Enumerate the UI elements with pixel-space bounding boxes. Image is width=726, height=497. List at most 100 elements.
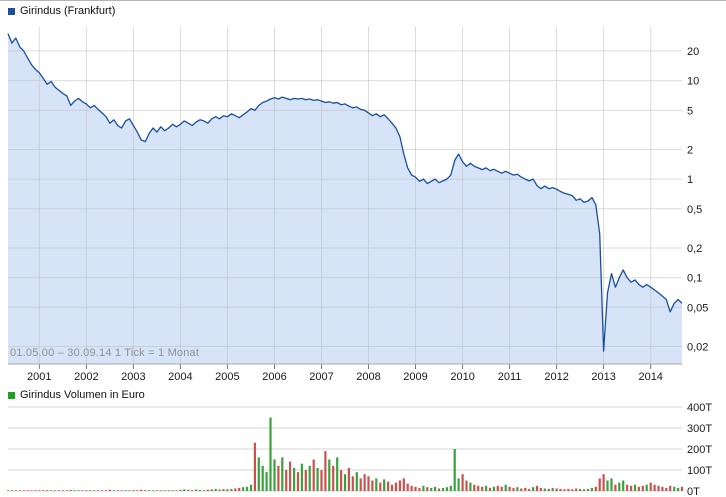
volume-bar bbox=[426, 487, 429, 491]
volume-bar bbox=[594, 486, 597, 491]
volume-bar bbox=[512, 487, 515, 491]
volume-bar bbox=[567, 488, 570, 491]
price-line-group bbox=[7, 33, 683, 352]
x-axis-year-label: 2011 bbox=[498, 371, 522, 383]
volume-bar bbox=[351, 476, 354, 491]
volume-bar bbox=[477, 485, 480, 492]
volume-bar bbox=[445, 487, 448, 491]
volume-bar bbox=[167, 490, 170, 491]
volume-bar bbox=[669, 485, 672, 492]
volume-bar bbox=[457, 478, 460, 491]
volume-bar bbox=[598, 478, 601, 491]
volume-bar bbox=[187, 489, 190, 491]
volume-bar bbox=[18, 490, 21, 491]
volume-bar bbox=[390, 484, 394, 491]
volume-bar bbox=[238, 487, 241, 491]
volume-bar bbox=[316, 467, 319, 491]
volume-bar bbox=[359, 478, 362, 491]
volume-bar bbox=[551, 487, 554, 491]
x-axis-year-label: 2007 bbox=[309, 371, 333, 383]
volume-bar bbox=[618, 482, 621, 491]
volume-bar bbox=[65, 490, 68, 491]
volume-bar bbox=[136, 490, 139, 491]
volume-bar bbox=[300, 463, 303, 491]
axis-labels-group: 2001 2002 2003 2004 2005 2006 2007 2008 2009 2010… bbox=[27, 46, 712, 497]
volume-bar bbox=[57, 490, 60, 491]
volume-bar bbox=[430, 487, 433, 491]
volume-bar bbox=[277, 465, 280, 491]
x-axis-year-label: 2002 bbox=[74, 371, 98, 383]
volume-bar bbox=[226, 489, 229, 491]
volume-bar bbox=[398, 480, 401, 491]
volume-bar bbox=[485, 485, 488, 492]
volume-bar bbox=[579, 488, 582, 491]
volume-bar bbox=[97, 490, 100, 491]
volume-bar bbox=[508, 486, 511, 491]
x-axis-year-label: 2008 bbox=[356, 371, 380, 383]
volume-axis-label: 0T bbox=[687, 486, 700, 497]
volume-legend-label: Girindus Volumen in Euro bbox=[20, 389, 145, 401]
volume-bar bbox=[234, 488, 237, 491]
volume-bar bbox=[89, 490, 92, 491]
volume-bar bbox=[336, 457, 339, 491]
volume-bar bbox=[53, 490, 57, 491]
volume-bar bbox=[575, 488, 578, 491]
volume-bar bbox=[453, 449, 456, 491]
volume-bar bbox=[606, 480, 609, 491]
volume-bar bbox=[116, 490, 119, 491]
volume-bar bbox=[191, 490, 194, 491]
volume-bar bbox=[626, 484, 629, 491]
x-axis-year-label: 2001 bbox=[27, 371, 51, 383]
volume-bar bbox=[340, 470, 343, 491]
volume-bar bbox=[50, 490, 53, 491]
volume-bar bbox=[496, 485, 499, 492]
volume-bar bbox=[320, 470, 323, 491]
x-axis-year-label: 2012 bbox=[544, 371, 568, 383]
volume-bar bbox=[649, 482, 652, 491]
volume-bar bbox=[144, 490, 147, 491]
volume-bar bbox=[73, 490, 76, 491]
volume-bar bbox=[469, 482, 472, 491]
volume-bar bbox=[673, 486, 676, 491]
price-line bbox=[7, 33, 683, 352]
volume-bars-group bbox=[6, 417, 684, 492]
volume-bar bbox=[363, 474, 366, 491]
volume-bar bbox=[657, 485, 660, 492]
price-axis-label: 0,2 bbox=[687, 243, 702, 255]
volume-bar bbox=[355, 472, 358, 491]
volume-bar bbox=[520, 488, 523, 491]
volume-bar bbox=[22, 490, 25, 491]
price-axis-label: 5 bbox=[687, 105, 693, 117]
volume-legend: Girindus Volumen in Euro bbox=[8, 389, 145, 401]
volume-bar bbox=[614, 484, 617, 491]
volume-bar bbox=[375, 478, 378, 491]
volume-bar bbox=[30, 490, 33, 491]
volume-bar bbox=[422, 485, 425, 492]
volume-bar bbox=[128, 490, 131, 491]
volume-bar bbox=[324, 451, 327, 491]
volume-bar bbox=[265, 472, 268, 491]
volume-bar bbox=[245, 486, 249, 491]
volume-bar bbox=[10, 490, 13, 491]
volume-bar bbox=[406, 483, 409, 491]
volume-bar bbox=[77, 490, 80, 491]
volume-bar bbox=[81, 490, 84, 491]
volume-bar bbox=[210, 489, 213, 491]
volume-bar bbox=[500, 486, 503, 491]
volume-bar bbox=[492, 486, 495, 491]
volume-bar bbox=[100, 490, 104, 491]
volume-bar bbox=[543, 488, 546, 491]
volume-bar bbox=[206, 489, 209, 491]
volume-bar bbox=[132, 490, 135, 491]
volume-bar bbox=[242, 487, 245, 491]
volume-bar bbox=[387, 481, 390, 492]
price-axis-label: 2 bbox=[687, 145, 693, 157]
volume-bar bbox=[665, 487, 668, 491]
volume-bar bbox=[461, 474, 464, 491]
volume-bar bbox=[269, 417, 272, 491]
volume-bar bbox=[524, 487, 527, 491]
volume-bar bbox=[93, 490, 96, 491]
volume-bar bbox=[418, 487, 421, 491]
price-axis-label: 0,5 bbox=[687, 204, 702, 216]
volume-bar bbox=[343, 474, 347, 491]
